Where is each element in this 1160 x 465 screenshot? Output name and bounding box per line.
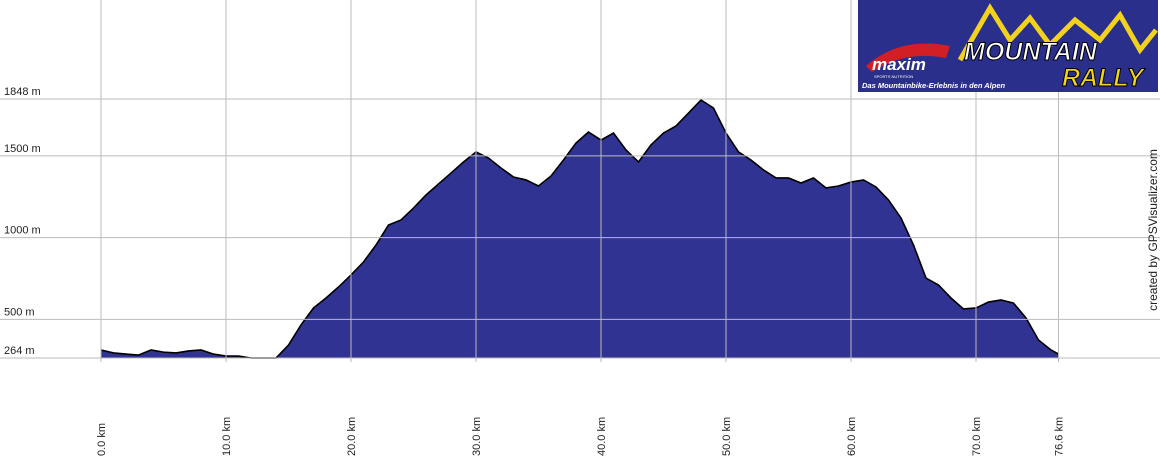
logo: maxim SPORTS NUTRITION MOUNTAIN RALLY Da… — [858, 0, 1158, 93]
x-tick-label: 20.0 km — [346, 417, 358, 456]
y-tick-label: 500 m — [4, 306, 35, 318]
y-tick-label: 264 m — [4, 345, 35, 357]
x-tick-label: 50.0 km — [721, 417, 733, 456]
x-tick-label: 70.0 km — [971, 417, 983, 456]
logo-swoosh — [866, 43, 950, 72]
y-tick-label: 1500 m — [4, 143, 41, 155]
x-tick-label: 30.0 km — [471, 417, 483, 456]
logo-tagline: Das Mountainbike-Erlebnis in den Alpen — [862, 81, 1005, 90]
elevation-area — [101, 99, 1059, 358]
logo-brand: maxim — [872, 55, 926, 74]
y-tick-label: 1848 m — [4, 86, 41, 98]
logo-title: MOUNTAIN — [964, 38, 1098, 66]
logo-mountain — [957, 3, 1158, 62]
x-tick-label: 10.0 km — [221, 417, 233, 456]
y-tick-label: 1000 m — [4, 225, 41, 237]
credit: created by GPSVisualizer.com — [1146, 149, 1160, 311]
x-tick-label: 0.0 km — [96, 423, 108, 456]
x-tick-label: 60.0 km — [846, 417, 858, 456]
x-tick-label: 76.6 km — [1054, 417, 1066, 456]
logo-title: RALLY — [1062, 64, 1146, 92]
logo-brand-sub: SPORTS NUTRITION — [874, 74, 913, 79]
x-tick-label: 40.0 km — [596, 417, 608, 456]
